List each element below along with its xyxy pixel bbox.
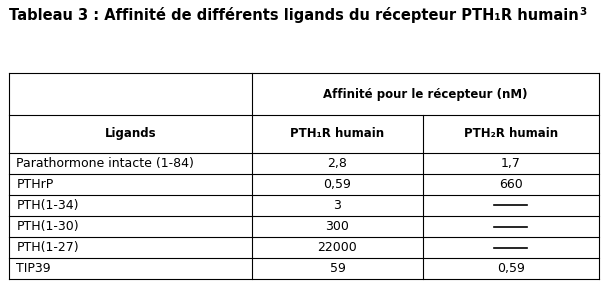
Text: PTH(1-27): PTH(1-27) bbox=[16, 241, 79, 254]
Text: PTHrP: PTHrP bbox=[16, 178, 54, 191]
Text: 22000: 22000 bbox=[317, 241, 358, 254]
Text: PTH(1-34): PTH(1-34) bbox=[16, 199, 79, 212]
Text: Affinité pour le récepteur (nM): Affinité pour le récepteur (nM) bbox=[323, 88, 528, 101]
Text: 3: 3 bbox=[579, 7, 586, 17]
Text: 2,8: 2,8 bbox=[328, 157, 347, 170]
Text: 660: 660 bbox=[499, 178, 523, 191]
Text: TIP39: TIP39 bbox=[16, 262, 51, 275]
Text: 59: 59 bbox=[330, 262, 345, 275]
Text: 1,7: 1,7 bbox=[501, 157, 520, 170]
Text: PTH(1-30): PTH(1-30) bbox=[16, 220, 79, 233]
Text: Ligands: Ligands bbox=[105, 127, 156, 141]
Text: PTH₂R humain: PTH₂R humain bbox=[464, 127, 558, 141]
Text: 0,59: 0,59 bbox=[323, 178, 351, 191]
Text: 300: 300 bbox=[325, 220, 350, 233]
Text: PTH₁R humain: PTH₁R humain bbox=[291, 127, 384, 141]
Text: 3: 3 bbox=[334, 199, 341, 212]
Text: Tableau 3 : Affinité de différents ligands du récepteur PTH₁R humain: Tableau 3 : Affinité de différents ligan… bbox=[9, 7, 579, 23]
Text: Parathormone intacte (1-84): Parathormone intacte (1-84) bbox=[16, 157, 195, 170]
Text: 0,59: 0,59 bbox=[497, 262, 525, 275]
